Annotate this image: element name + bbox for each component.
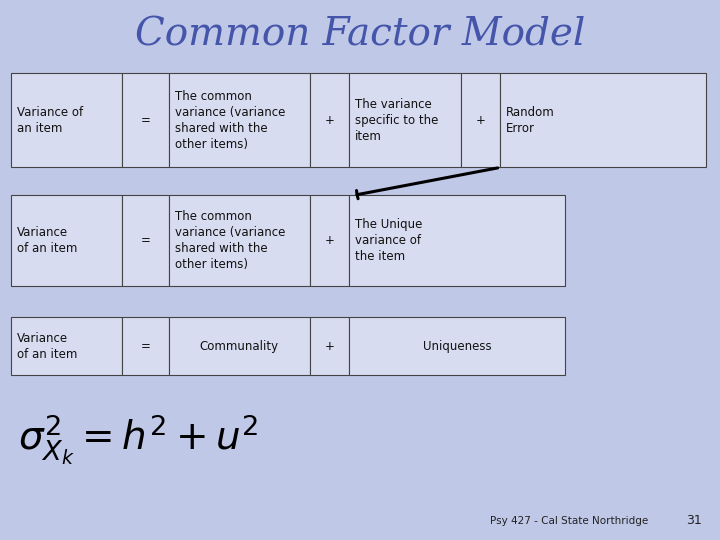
Text: The common
variance (variance
shared with the
other items): The common variance (variance shared wit…: [175, 211, 285, 271]
Bar: [11, 73, 122, 167]
Text: The common
variance (variance
shared with the
other items): The common variance (variance shared wit…: [175, 90, 285, 151]
Text: +: +: [325, 113, 334, 127]
Text: Common Factor Model: Common Factor Model: [135, 17, 585, 53]
Bar: [11, 195, 122, 286]
Bar: [349, 195, 565, 286]
Bar: [500, 73, 706, 167]
Bar: [169, 73, 310, 167]
Text: Communality: Communality: [200, 340, 279, 353]
Text: 31: 31: [686, 514, 702, 526]
Text: +: +: [325, 234, 334, 247]
Bar: [122, 317, 169, 375]
Text: =: =: [141, 340, 150, 353]
Bar: [349, 73, 461, 167]
Text: Variance
of an item: Variance of an item: [17, 226, 77, 255]
Bar: [310, 73, 349, 167]
Text: +: +: [476, 113, 485, 127]
Text: $\sigma^2_{X_k} = h^2 + u^2$: $\sigma^2_{X_k} = h^2 + u^2$: [18, 413, 258, 468]
Bar: [169, 317, 310, 375]
Text: +: +: [325, 340, 334, 353]
Bar: [310, 195, 349, 286]
Text: Variance of
an item: Variance of an item: [17, 106, 83, 134]
Bar: [11, 317, 122, 375]
Text: The variance
specific to the
item: The variance specific to the item: [355, 98, 438, 143]
Bar: [122, 195, 169, 286]
Bar: [122, 73, 169, 167]
Text: =: =: [141, 234, 150, 247]
Bar: [461, 73, 500, 167]
Text: Variance
of an item: Variance of an item: [17, 332, 77, 361]
Bar: [349, 317, 565, 375]
Text: Random
Error: Random Error: [506, 106, 555, 134]
Text: Uniqueness: Uniqueness: [423, 340, 492, 353]
Bar: [310, 317, 349, 375]
Text: =: =: [141, 113, 150, 127]
Text: Psy 427 - Cal State Northridge: Psy 427 - Cal State Northridge: [490, 516, 648, 526]
Bar: [169, 195, 310, 286]
Text: The Unique
variance of
the item: The Unique variance of the item: [355, 218, 423, 264]
